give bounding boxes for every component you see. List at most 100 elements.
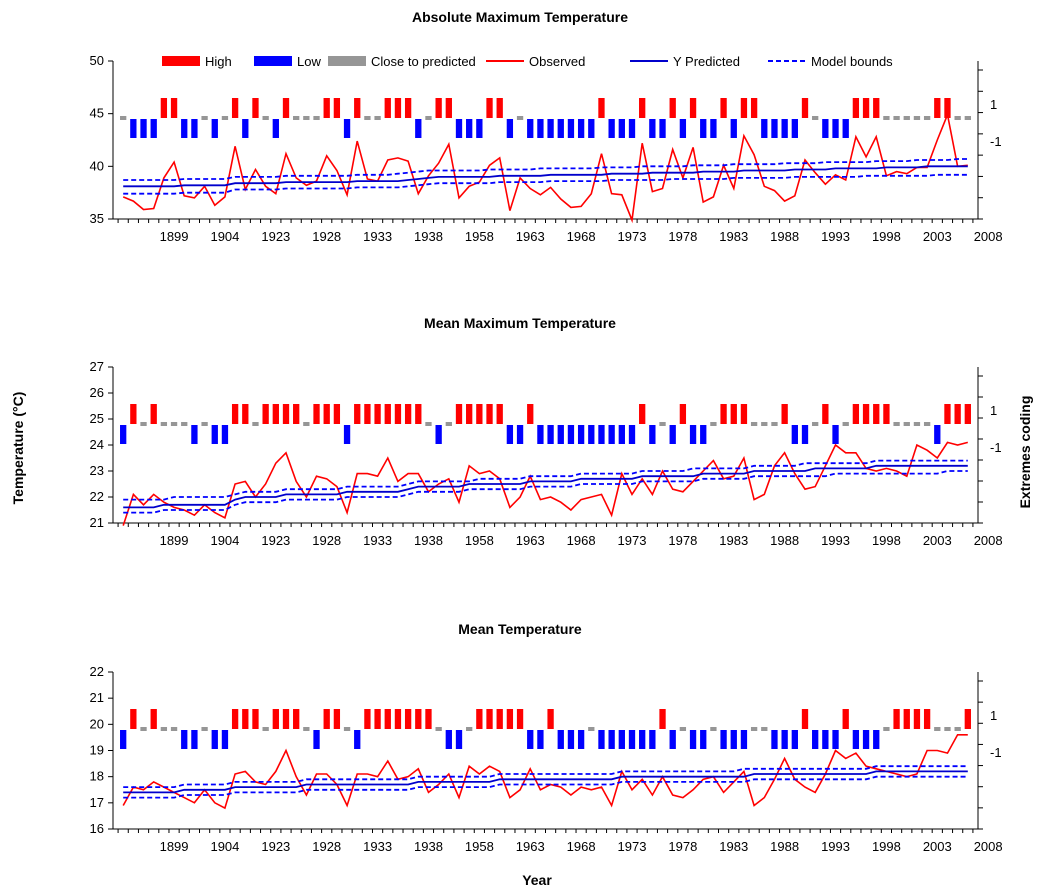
extreme-close-bar: [435, 727, 442, 731]
extreme-high-bar: [842, 709, 849, 729]
extreme-low-bar: [730, 730, 737, 749]
extreme-close-bar: [466, 727, 473, 731]
extreme-high-bar: [455, 404, 463, 424]
x-tick-label: 1993: [821, 533, 850, 548]
x-tick-label: 1938: [414, 533, 443, 548]
extreme-close-bar: [160, 422, 168, 426]
legend-predicted-label: Y Predicted: [673, 54, 740, 69]
model-bound-line: [123, 158, 968, 181]
extreme-high-bar: [323, 98, 330, 118]
x-tick-label: 1973: [618, 229, 647, 244]
y-tick-label: 16: [90, 821, 104, 836]
x-tick-label: 1928: [312, 839, 341, 854]
extreme-low-bar: [455, 119, 463, 138]
extreme-close-bar: [659, 422, 666, 426]
extreme-low-bar: [537, 425, 544, 444]
extreme-low-bar: [710, 119, 717, 138]
extreme-low-bar: [506, 425, 514, 444]
extreme-high-bar: [354, 98, 361, 118]
y-tick-label: 20: [90, 716, 104, 731]
x-tick-label: 1968: [567, 229, 596, 244]
extreme-low-bar: [649, 425, 656, 444]
extreme-close-bar: [343, 727, 351, 731]
y-tick-label: 23: [90, 463, 104, 478]
y-tick-label: 17: [90, 795, 104, 810]
extreme-high-bar: [801, 98, 809, 118]
extreme-high-bar: [150, 404, 157, 424]
extreme-low-bar: [689, 730, 697, 749]
x-tick-label: 1963: [516, 533, 545, 548]
legend-close-label: Close to predicted: [371, 54, 476, 69]
extreme-close-bar: [252, 422, 259, 426]
x-tick-label: 1983: [719, 229, 748, 244]
extreme-low-bar: [435, 425, 442, 444]
extreme-high-bar: [394, 709, 402, 729]
x-tick-label: 1983: [719, 533, 748, 548]
extreme-high-bar: [883, 404, 890, 424]
extreme-close-bar: [303, 116, 310, 120]
extreme-close-bar: [944, 727, 951, 731]
extreme-high-bar: [415, 709, 422, 729]
x-tick-label: 1978: [668, 229, 697, 244]
x-tick-label: 1993: [821, 839, 850, 854]
extreme-high-bar: [496, 98, 503, 118]
extreme-close-bar: [893, 116, 900, 120]
extreme-high-bar: [679, 404, 687, 424]
extreme-low-bar: [771, 730, 778, 749]
extreme-high-bar: [282, 98, 290, 118]
extreme-high-bar: [374, 709, 381, 729]
extreme-low-bar: [577, 119, 585, 138]
panel-title: Absolute Maximum Temperature: [412, 9, 628, 25]
extreme-low-bar: [822, 119, 829, 138]
extreme-high-bar: [130, 709, 137, 729]
y2-tick-label: -1: [990, 745, 1002, 760]
extreme-high-bar: [781, 404, 788, 424]
extreme-low-bar: [649, 119, 656, 138]
extreme-high-bar: [282, 404, 290, 424]
extreme-high-bar: [476, 404, 483, 424]
extreme-high-bar: [333, 709, 341, 729]
extreme-high-bar: [801, 709, 809, 729]
extreme-low-bar: [577, 425, 585, 444]
extreme-close-bar: [812, 116, 819, 120]
extreme-close-bar: [679, 727, 687, 731]
extreme-high-bar: [333, 98, 341, 118]
extreme-high-bar: [130, 404, 137, 424]
y-tick-label: 22: [90, 664, 104, 679]
extreme-high-bar: [231, 404, 239, 424]
x-tick-label: 1988: [770, 229, 799, 244]
extreme-low-bar: [547, 119, 554, 138]
extreme-high-bar: [822, 404, 829, 424]
extreme-low-bar: [842, 119, 849, 138]
x-tick-label: 2008: [974, 839, 1003, 854]
extreme-high-bar: [862, 404, 870, 424]
extreme-low-bar: [852, 730, 860, 749]
extreme-low-bar: [537, 119, 544, 138]
x-tick-label: 2003: [923, 229, 952, 244]
x-tick-label: 1998: [872, 533, 901, 548]
predicted-line: [123, 770, 968, 794]
extreme-high-bar: [364, 709, 371, 729]
extreme-close-bar: [710, 422, 717, 426]
legend-close-swatch: [328, 56, 366, 66]
extreme-low-bar: [934, 425, 941, 444]
extreme-high-bar: [750, 98, 758, 118]
y-tick-label: 26: [90, 385, 104, 400]
extreme-low-bar: [618, 425, 625, 444]
extreme-low-bar: [557, 119, 564, 138]
extreme-close-bar: [923, 116, 931, 120]
extreme-high-bar: [496, 404, 503, 424]
y-tick-label: 21: [90, 690, 104, 705]
observed-line: [122, 111, 968, 224]
extreme-close-bar: [445, 422, 452, 426]
extreme-low-bar: [588, 119, 595, 138]
extreme-high-bar: [903, 709, 910, 729]
extreme-low-bar: [628, 119, 636, 138]
extreme-high-bar: [964, 404, 971, 424]
panel-mean: Mean Temperature 16 17 18 19 20 21 22 1 -1 1899 19…: [90, 621, 1003, 854]
extreme-close-bar: [842, 422, 849, 426]
panel-absolute-max: Absolute Maximum Temperature 35 40 45 50 1 -1…: [90, 9, 1003, 244]
extreme-high-bar: [516, 709, 524, 729]
extreme-low-bar: [343, 425, 351, 444]
model-bound-line: [123, 765, 968, 788]
